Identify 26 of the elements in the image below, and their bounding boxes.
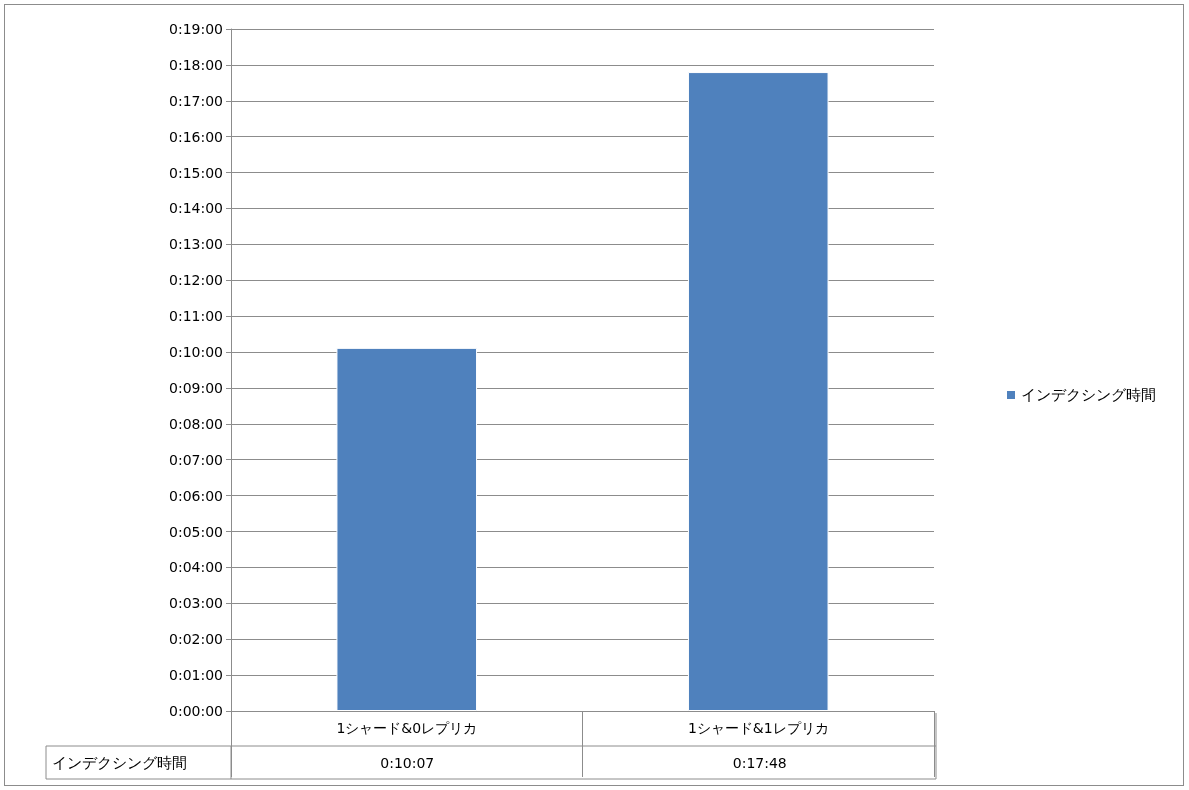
x-tick-label: 1シャード&0レプリカ [336, 720, 478, 736]
y-tick-label: 0:18:00 [169, 56, 223, 73]
y-tick-label: 0:10:00 [169, 344, 223, 361]
y-tick-label: 0:05:00 [169, 523, 223, 540]
data-label: 0:17:48 [732, 754, 787, 771]
y-tick-label: 0:19:00 [169, 21, 223, 37]
y-tick-label: 0:13:00 [169, 236, 223, 253]
y-tick-label: 0:02:00 [169, 631, 223, 648]
legend-label: インデクシング時間 [1021, 386, 1156, 404]
text: インデクシング時間 [52, 753, 187, 772]
y-tick-label: 0:11:00 [169, 308, 223, 325]
y-tick-label: 0:08:00 [169, 415, 223, 432]
y-tick-label: 0:07:00 [169, 451, 223, 468]
y-tick-label: 0:04:00 [169, 559, 223, 576]
x-tick-label: 1シャード&1レプリカ [687, 720, 829, 736]
data-label: 0:10:07 [380, 754, 435, 771]
y-tick-label: 0:12:00 [169, 272, 223, 289]
y-tick-label: 0:14:00 [169, 200, 223, 217]
y-tick-label: 0:06:00 [169, 487, 223, 504]
y-tick-label: 0:03:00 [169, 595, 223, 612]
y-tick-label: 0:01:00 [169, 667, 223, 684]
y-tick-label: 0:09:00 [169, 379, 223, 396]
y-tick-label: 0:00:00 [169, 703, 223, 719]
y-tick-label: 0:16:00 [169, 128, 223, 145]
y-tick-label: 0:15:00 [169, 164, 223, 181]
y-tick-label: 0:17:00 [169, 92, 223, 109]
